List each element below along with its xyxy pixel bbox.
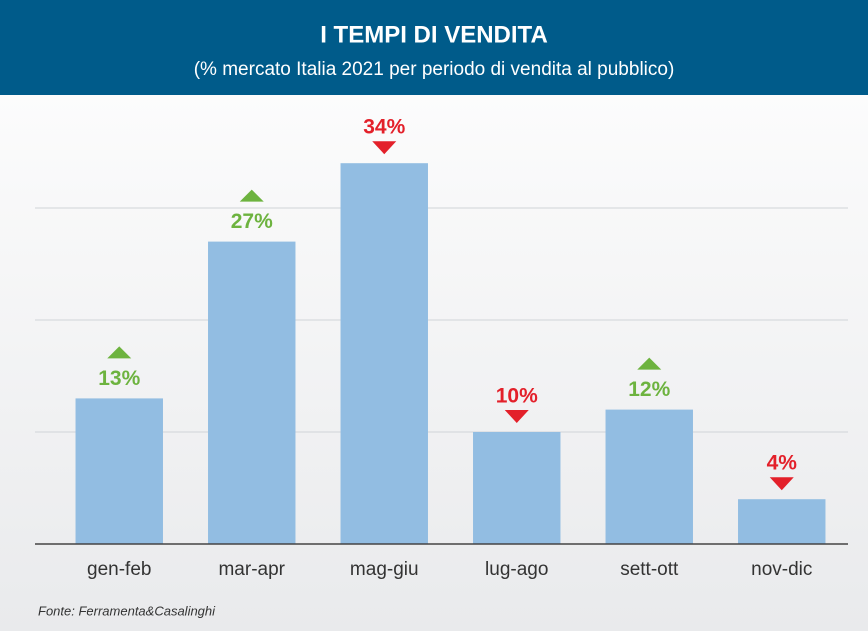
trend-arrow <box>769 477 794 491</box>
bar <box>208 241 296 544</box>
trend-arrow <box>504 410 529 423</box>
value-label: 4% <box>767 452 798 475</box>
bar <box>605 409 693 544</box>
value-label: 12% <box>628 378 670 401</box>
x-tick-label: gen-feb <box>87 559 151 580</box>
source: Fonte: Ferramenta&Casalinghi <box>38 603 216 618</box>
chart-subtitle: (% mercato Italia 2021 per periodo di ve… <box>194 59 675 80</box>
value-label: 34% <box>363 116 405 139</box>
bar <box>75 398 163 544</box>
x-tick-label: sett-ott <box>620 559 679 580</box>
trend-arrow <box>239 189 264 202</box>
x-tick-label: lug-ago <box>485 559 548 580</box>
trend-arrow <box>372 141 397 155</box>
chart-title: I TEMPI DI VENDITA <box>320 21 548 48</box>
trend-arrow <box>107 346 132 359</box>
bar <box>473 432 561 544</box>
bar <box>738 499 826 544</box>
header <box>0 0 868 95</box>
value-label: 13% <box>98 367 140 390</box>
x-tick-label: mag-giu <box>350 559 419 580</box>
value-label: 27% <box>231 210 273 233</box>
x-tick-label: nov-dic <box>751 559 812 580</box>
x-tick-label: mar-apr <box>218 559 285 580</box>
value-label: 10% <box>496 385 538 408</box>
bar <box>340 163 428 544</box>
trend-arrow <box>637 357 662 370</box>
